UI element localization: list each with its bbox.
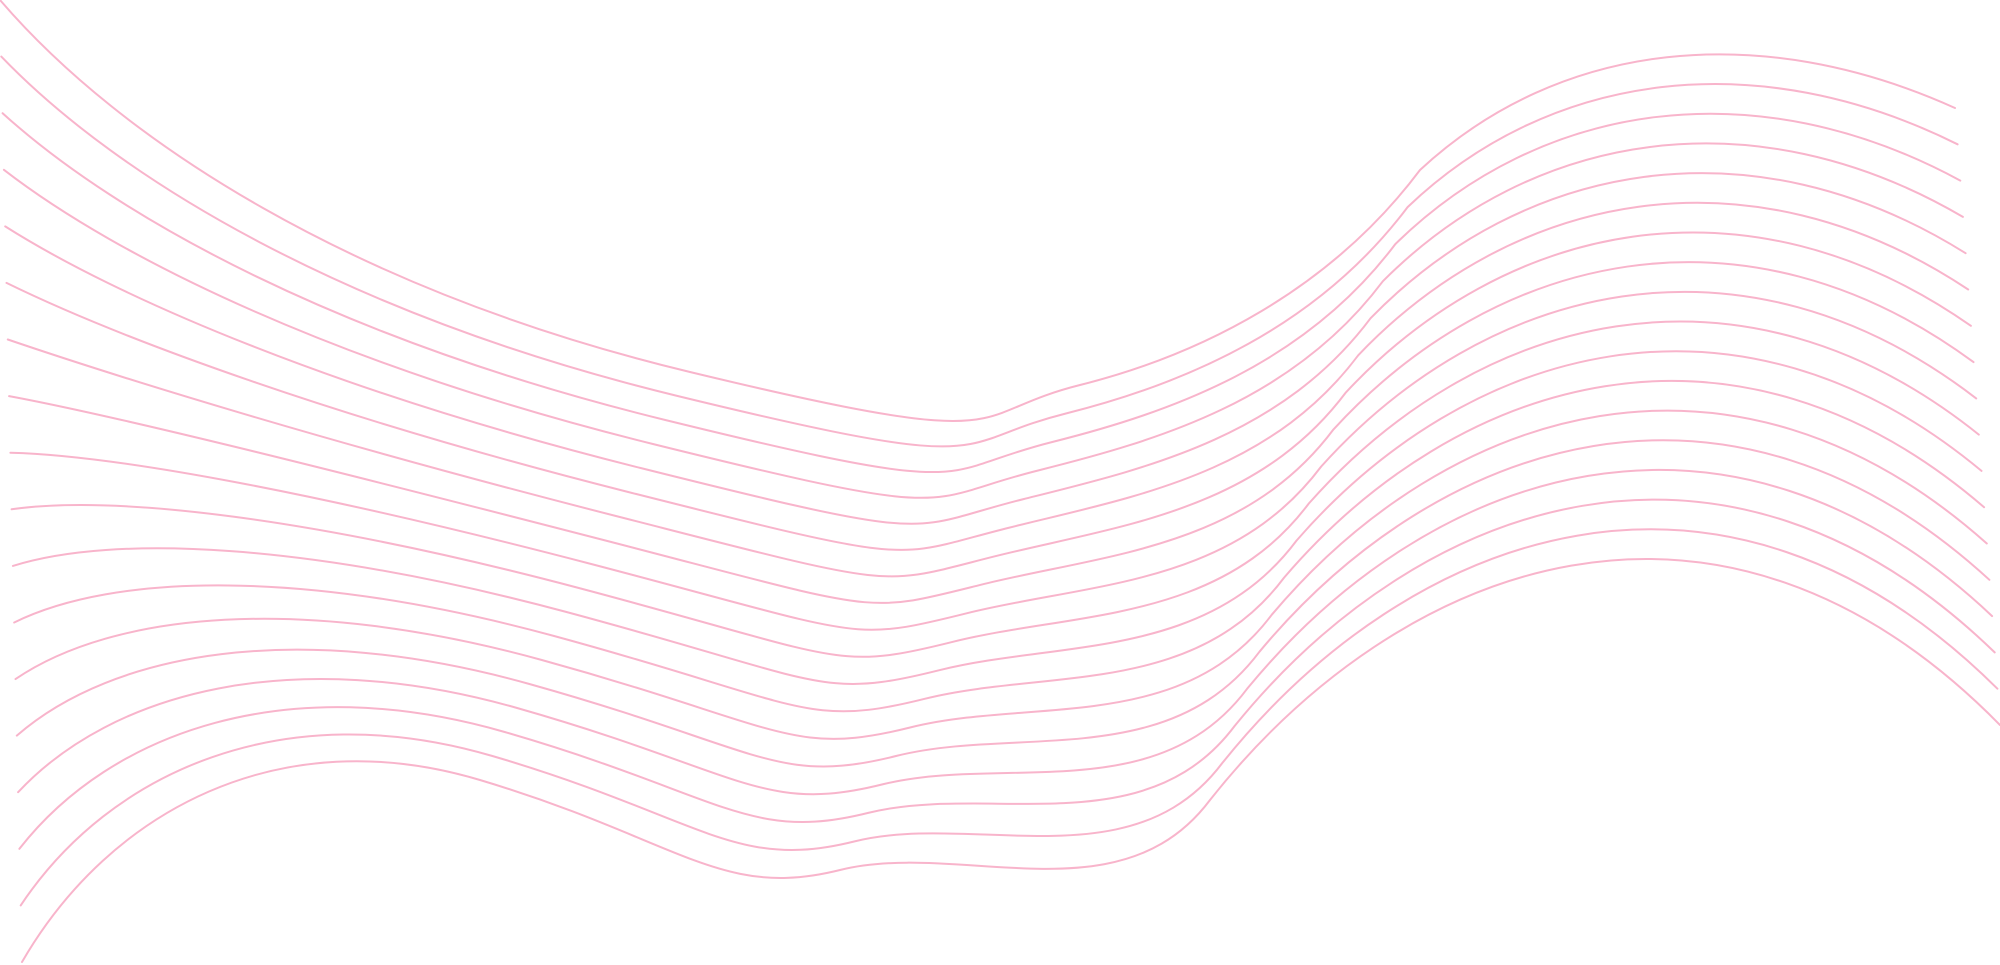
wave-line [19, 528, 1999, 907]
wave-line [21, 558, 2000, 963]
wave-line [8, 261, 1975, 604]
wave-line [15, 439, 1991, 768]
wave-line [13, 380, 1986, 713]
wave-line [6, 231, 1972, 578]
wave-line [4, 172, 1967, 525]
wave-line [10, 320, 1980, 658]
wave-line [14, 409, 1988, 740]
wave-line [0, 0, 1956, 423]
wave-line [11, 350, 1983, 685]
wave-line [0, 55, 1959, 448]
wave-line [5, 201, 1970, 551]
wave-line [1, 112, 1962, 474]
wave-line [2, 142, 1964, 499]
wave-line [18, 498, 1996, 850]
wave-line [17, 468, 1994, 796]
wave-line [9, 290, 1978, 631]
